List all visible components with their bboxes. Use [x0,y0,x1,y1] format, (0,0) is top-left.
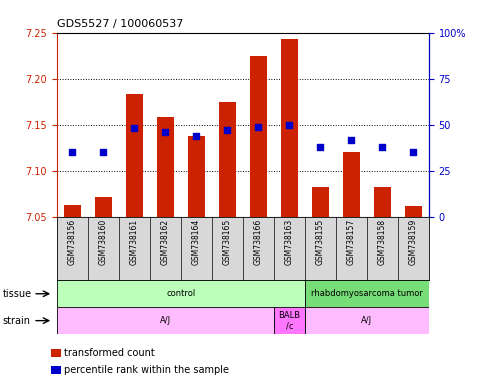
Bar [250,56,267,217]
Text: GSM738164: GSM738164 [192,219,201,265]
Point [68,149,76,156]
Point [410,149,418,156]
Bar [374,187,391,217]
Point [192,133,200,139]
FancyBboxPatch shape [274,307,305,334]
Bar [126,94,143,217]
Text: GSM738156: GSM738156 [68,219,77,265]
Text: A/J: A/J [160,316,171,325]
Text: GSM738159: GSM738159 [409,219,418,265]
Bar [405,206,422,217]
Point [317,144,324,150]
FancyBboxPatch shape [57,307,274,334]
Bar [188,136,205,217]
Point [161,129,169,135]
Bar [312,187,329,217]
Text: GDS5527 / 100060537: GDS5527 / 100060537 [57,19,183,29]
Text: GSM738162: GSM738162 [161,219,170,265]
Text: strain: strain [2,316,31,326]
Point [379,144,387,150]
Text: GSM738166: GSM738166 [254,219,263,265]
Text: GSM738157: GSM738157 [347,219,356,265]
Bar [51,349,61,357]
Text: GSM738165: GSM738165 [223,219,232,265]
Text: GSM738155: GSM738155 [316,219,325,265]
Point [130,126,138,132]
Bar [343,152,360,217]
Text: GSM738158: GSM738158 [378,219,387,265]
Text: control: control [166,289,195,298]
Bar [64,205,81,217]
Point [254,124,262,130]
Text: percentile rank within the sample: percentile rank within the sample [65,365,229,375]
Point [99,149,107,156]
FancyBboxPatch shape [305,280,429,307]
FancyBboxPatch shape [305,307,429,334]
Point [285,122,293,128]
Text: tissue: tissue [2,289,32,299]
Bar [51,366,61,374]
Bar [219,102,236,217]
Text: GSM738160: GSM738160 [99,219,108,265]
Text: transformed count: transformed count [65,348,155,358]
Text: rhabdomyosarcoma tumor: rhabdomyosarcoma tumor [311,289,423,298]
Text: GSM738163: GSM738163 [285,219,294,265]
Text: GSM738161: GSM738161 [130,219,139,265]
Bar [281,39,298,217]
Text: BALB
/c: BALB /c [278,311,300,330]
Text: A/J: A/J [361,316,372,325]
Bar [95,197,112,217]
Point [348,136,355,142]
FancyBboxPatch shape [57,280,305,307]
Bar [157,118,174,217]
Point [223,127,231,133]
